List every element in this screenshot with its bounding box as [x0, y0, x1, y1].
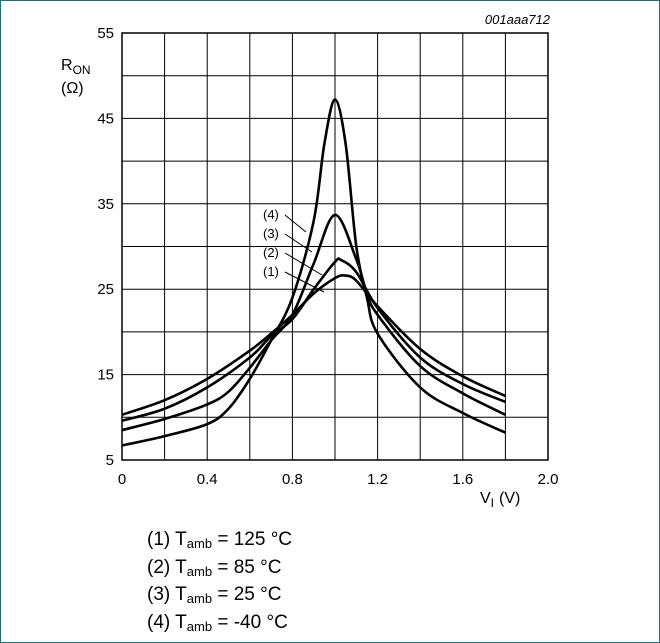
plot-border — [121, 32, 549, 461]
curve-label-4: (4) — [263, 207, 279, 222]
series-line-1 — [121, 274, 506, 416]
y-tick-label: 15 — [97, 367, 114, 384]
series-group — [121, 98, 506, 447]
legend-item-4: (4) Tamb = -40 °C — [147, 611, 288, 634]
x-tick-label: 2.0 — [538, 471, 559, 488]
curve-label-leader — [284, 252, 323, 276]
x-tick-label: 0.4 — [197, 471, 218, 488]
series-line-2 — [121, 257, 506, 422]
y-tick-label: 25 — [97, 281, 114, 298]
x-tick-label: 1.6 — [452, 471, 473, 488]
curve-label-leader — [284, 233, 313, 253]
x-tick-label: 0.8 — [282, 471, 303, 488]
legend-item-3: (3) Tamb = 25 °C — [147, 584, 282, 606]
curve-label-1: (1) — [263, 264, 279, 279]
legend: (1) Tamb = 125 °C (2) Tamb = 85 °C (3) T… — [147, 528, 292, 638]
x-tick-label: 0 — [118, 471, 126, 488]
y-tick-label: 35 — [97, 196, 114, 213]
curve-labels: (4) (3) (2) (1) — [263, 207, 325, 293]
legend-item-1: (1) Tamb = 125 °C — [147, 529, 293, 551]
y-tick-label: 45 — [97, 110, 114, 127]
chart: 5 15 25 35 45 55 0 0.4 0.8 1.2 1.6 2.0 (4) (3) (2) (1… — [61, 12, 559, 510]
curve-label-2: (2) — [263, 245, 279, 260]
series-line-4 — [121, 98, 506, 447]
y-tick-labels: 5 15 25 35 45 55 — [97, 25, 114, 469]
y-tick-label: 55 — [97, 25, 114, 42]
curve-label-leader — [284, 214, 307, 233]
curve-label-leader — [284, 271, 325, 293]
curve-label-3: (3) — [263, 226, 279, 241]
x-tick-label: 1.2 — [367, 471, 388, 488]
y-tick-label: 5 — [106, 452, 114, 469]
grid — [122, 33, 548, 460]
series-line-3 — [121, 213, 506, 432]
x-tick-labels: 0 0.4 0.8 1.2 1.6 2.0 — [118, 471, 559, 488]
y-axis-label: RON — [61, 57, 91, 77]
figure-id: 001aaa712 — [485, 12, 551, 27]
x-axis-label: VI (V) — [480, 490, 520, 510]
legend-item-2: (2) Tamb = 85 °C — [147, 556, 282, 579]
y-axis-unit: (Ω) — [61, 80, 84, 97]
